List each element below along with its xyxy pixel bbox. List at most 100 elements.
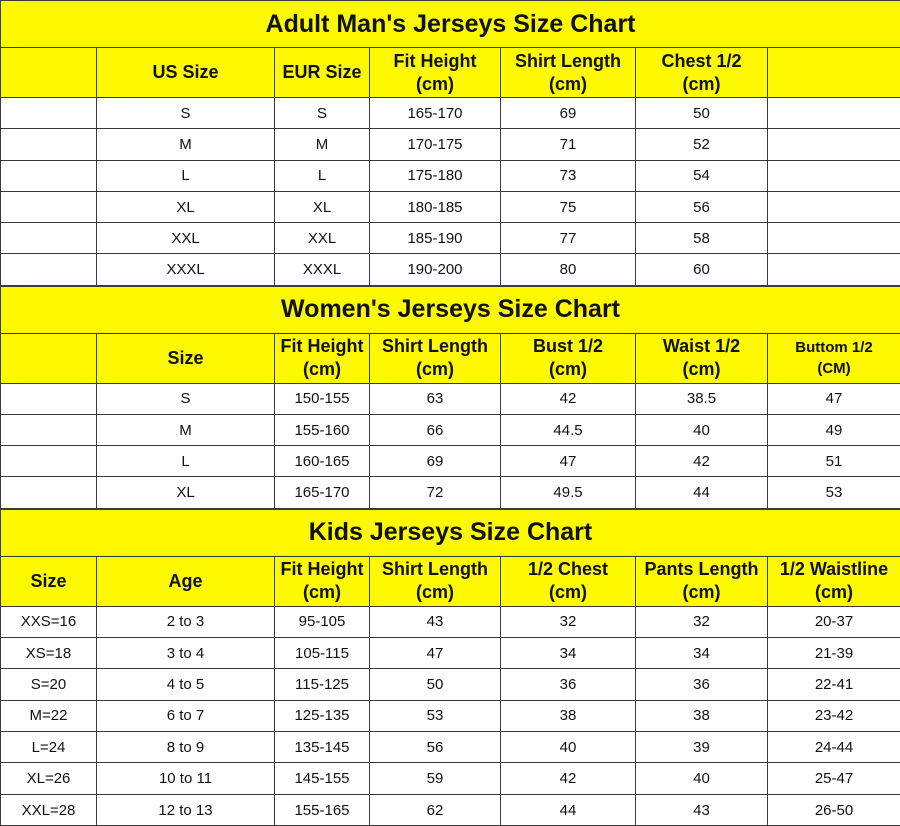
column-header: Bust 1/2 (cm) [501,333,636,383]
table-cell: 3 to 4 [97,637,275,668]
column-header: Fit Height (cm) [370,48,501,98]
table-cell: 47 [370,637,501,668]
table-cell: 72 [370,477,501,508]
table-cell: 34 [636,637,768,668]
table-cell: 21-39 [768,637,900,668]
table-cell: XL [97,477,275,508]
table-cell: XXL=28 [1,794,97,825]
table-cell: XXL [275,223,370,254]
table-cell [1,160,97,191]
column-header: Age [97,556,275,606]
table-cell: 42 [501,383,636,414]
column-header: US Size [97,48,275,98]
table-cell: 135-145 [275,732,370,763]
table-cell [1,254,97,285]
table-cell: L=24 [1,732,97,763]
table-cell: 95-105 [275,606,370,637]
column-header [1,48,97,98]
table-cell: S [97,383,275,414]
table-cell: 145-155 [275,763,370,794]
table-cell [1,129,97,160]
table-cell: XXS=16 [1,606,97,637]
table-cell: M=22 [1,700,97,731]
table-cell: 4 to 5 [97,669,275,700]
table-cell [1,477,97,508]
column-header [1,333,97,383]
column-header: Size [97,333,275,383]
table-cell: 26-50 [768,794,900,825]
table-cell: 38.5 [636,383,768,414]
table-cell: 69 [370,446,501,477]
table-cell: 12 to 13 [97,794,275,825]
table-cell: L [97,446,275,477]
column-header [768,48,900,98]
table-cell: 52 [636,129,768,160]
table-cell: 150-155 [275,383,370,414]
table-cell: 25-47 [768,763,900,794]
table-cell: 23-42 [768,700,900,731]
column-header: Chest 1/2 (cm) [636,48,768,98]
table-cell: XL=26 [1,763,97,794]
table-cell: 36 [501,669,636,700]
column-header: Shirt Length (cm) [501,48,636,98]
column-header: Size [1,556,97,606]
table-cell: M [275,129,370,160]
table-cell: 77 [501,223,636,254]
table-cell: 160-165 [275,446,370,477]
table-cell: 73 [501,160,636,191]
table-cell: L [97,160,275,191]
table-cell: 80 [501,254,636,285]
table-cell: 170-175 [370,129,501,160]
table-cell: 6 to 7 [97,700,275,731]
table-cell: 53 [370,700,501,731]
table-cell: XL [275,191,370,222]
column-header: Waist 1/2 (cm) [636,333,768,383]
table-cell: 40 [636,414,768,445]
table-cell: 105-115 [275,637,370,668]
table-cell: 42 [501,763,636,794]
table-cell: 69 [501,98,636,129]
table-cell [768,129,900,160]
table-cell [1,98,97,129]
table-cell: 49.5 [501,477,636,508]
table-cell: 63 [370,383,501,414]
section-title: Women's Jerseys Size Chart [1,286,900,333]
table-cell: S [97,98,275,129]
column-header: Shirt Length (cm) [370,333,501,383]
table-cell: 56 [370,732,501,763]
table-cell: 39 [636,732,768,763]
table-cell: 32 [636,606,768,637]
table-cell: 43 [370,606,501,637]
table-cell: 32 [501,606,636,637]
table-cell: 155-165 [275,794,370,825]
table-cell [1,383,97,414]
table-cell: 66 [370,414,501,445]
table-cell: 180-185 [370,191,501,222]
table-cell: 75 [501,191,636,222]
table-cell: 34 [501,637,636,668]
table-cell: 53 [768,477,900,508]
table-cell: S=20 [1,669,97,700]
table-cell: 58 [636,223,768,254]
section-title-row: Kids Jerseys Size Chart [1,509,900,556]
table-cell [768,98,900,129]
table-cell: 185-190 [370,223,501,254]
table-cell: XXXL [275,254,370,285]
table-cell: 24-44 [768,732,900,763]
table-cell: 165-170 [275,477,370,508]
table-cell: 56 [636,191,768,222]
